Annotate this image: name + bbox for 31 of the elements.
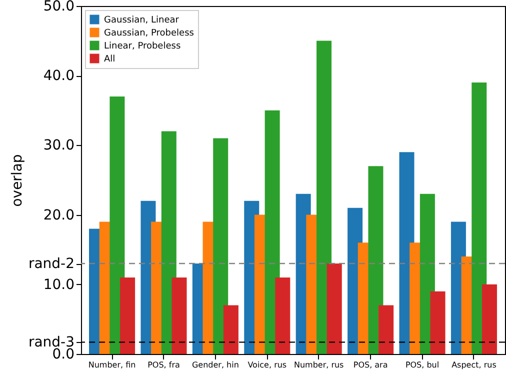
- bar: [368, 166, 384, 354]
- x-tick-label: Voice, rus: [248, 360, 287, 370]
- y-tick-label: 10.0: [43, 276, 74, 293]
- bar: [213, 138, 228, 354]
- bar: [172, 277, 187, 354]
- y-tick-label: 20.0: [43, 207, 74, 224]
- bar: [326, 264, 342, 354]
- bar: [378, 305, 394, 354]
- x-tick-label: POS, bul: [405, 360, 440, 370]
- x-tick-label: Number, rus: [294, 360, 344, 370]
- x-tick-label: Number, fin: [88, 360, 136, 370]
- y-axis-title: overlap: [9, 154, 26, 207]
- x-tick-label: Gender, hin: [192, 360, 239, 370]
- legend-label: All: [104, 54, 116, 64]
- bar: [275, 277, 290, 354]
- y-tick-label: 50.0: [43, 0, 74, 14]
- x-tick-label: POS, ara: [353, 360, 388, 370]
- bar: [482, 284, 497, 354]
- legend-label: Linear, Probeless: [104, 42, 181, 52]
- bar: [120, 277, 136, 354]
- bar: [110, 96, 125, 354]
- legend-label: Gaussian, Probeless: [104, 28, 194, 38]
- bar: [430, 291, 446, 354]
- x-tick-label: POS, fra: [148, 360, 180, 370]
- x-tick-label: Aspect, rus: [452, 360, 496, 370]
- bar: [223, 305, 238, 354]
- legend-label: Gaussian, Linear: [104, 16, 180, 26]
- y-tick-label: 30.0: [43, 138, 74, 154]
- y-tick-label: 40.0: [43, 68, 74, 84]
- bar: [472, 82, 487, 354]
- y-tick-label: rand-2: [28, 256, 74, 272]
